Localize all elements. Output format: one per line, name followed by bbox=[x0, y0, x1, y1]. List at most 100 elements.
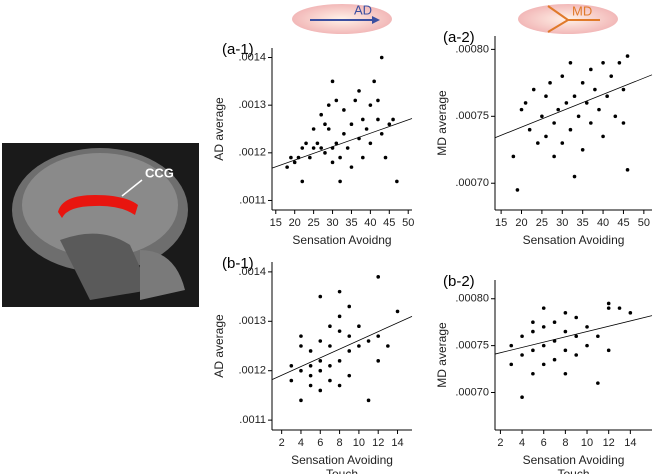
x-tick-label: 50 bbox=[638, 217, 650, 229]
point bbox=[311, 146, 316, 150]
y-tick-label: .0013 bbox=[238, 315, 266, 327]
point bbox=[576, 114, 581, 119]
point bbox=[540, 114, 544, 119]
point bbox=[357, 89, 361, 93]
point bbox=[338, 155, 342, 160]
y-tick-label: .00075 bbox=[455, 110, 489, 122]
x-tick-label: 15 bbox=[495, 217, 507, 229]
point bbox=[337, 314, 342, 319]
x-tick-label: 4 bbox=[298, 437, 304, 449]
point bbox=[580, 81, 585, 85]
y-tick-label: .00070 bbox=[455, 386, 489, 398]
y-tick-label: .00070 bbox=[455, 177, 489, 189]
image-label: CCG bbox=[145, 165, 174, 180]
point bbox=[308, 349, 313, 353]
point bbox=[589, 67, 593, 72]
point bbox=[536, 141, 540, 145]
point bbox=[527, 127, 532, 132]
point bbox=[395, 179, 399, 184]
point bbox=[379, 55, 384, 60]
point bbox=[572, 94, 577, 99]
x-tick-label: 50 bbox=[402, 217, 414, 229]
point bbox=[625, 54, 630, 58]
x-tick-label: 35 bbox=[345, 217, 357, 229]
point bbox=[552, 121, 556, 125]
point bbox=[300, 146, 305, 150]
y-axis-label: AD average bbox=[212, 314, 226, 378]
x-tick-label: 25 bbox=[536, 217, 548, 229]
point bbox=[574, 353, 579, 357]
x-axis-label: Sensation Avoiding bbox=[523, 233, 625, 247]
point bbox=[376, 98, 380, 103]
point bbox=[296, 155, 301, 160]
icon-label: AD bbox=[354, 2, 372, 17]
point bbox=[544, 134, 548, 139]
point bbox=[337, 359, 342, 363]
point bbox=[563, 329, 568, 334]
point bbox=[315, 141, 320, 146]
point bbox=[318, 339, 323, 343]
point bbox=[299, 344, 303, 348]
x-tick-label: 15 bbox=[270, 217, 282, 229]
trend-line bbox=[271, 315, 413, 380]
point bbox=[357, 136, 361, 141]
point bbox=[621, 121, 626, 125]
point bbox=[593, 87, 597, 92]
y-axis-label: MD average bbox=[435, 322, 449, 388]
point bbox=[349, 122, 354, 127]
point bbox=[330, 79, 335, 84]
x-tick-label: 10 bbox=[353, 437, 365, 449]
point bbox=[347, 304, 352, 309]
point bbox=[617, 306, 622, 310]
point bbox=[379, 131, 384, 136]
trend-line bbox=[271, 118, 413, 169]
y-tick-label: .0013 bbox=[238, 99, 266, 111]
y-axis-label: AD average bbox=[212, 97, 226, 161]
trend-line bbox=[494, 74, 653, 139]
point bbox=[531, 320, 535, 324]
x-tick-label: 8 bbox=[562, 437, 568, 449]
y-tick-label: .0012 bbox=[238, 365, 266, 377]
y-tick-label: .0014 bbox=[238, 51, 266, 63]
point bbox=[326, 103, 331, 107]
point bbox=[299, 398, 303, 403]
point bbox=[531, 348, 535, 353]
point bbox=[606, 348, 611, 353]
point bbox=[347, 334, 352, 338]
point bbox=[361, 155, 365, 160]
x-tick-label: 20 bbox=[515, 217, 527, 229]
point bbox=[337, 289, 342, 294]
point bbox=[584, 101, 589, 105]
point bbox=[560, 74, 565, 78]
point bbox=[541, 325, 546, 329]
point bbox=[606, 306, 611, 310]
point bbox=[531, 87, 536, 92]
point bbox=[337, 329, 342, 333]
point bbox=[376, 334, 381, 338]
x-tick-label: 40 bbox=[364, 217, 376, 229]
y-tick-label: .0011 bbox=[239, 194, 266, 206]
x-tick-label: 20 bbox=[289, 217, 301, 229]
brain-image: CCG bbox=[2, 143, 199, 307]
point bbox=[597, 107, 601, 112]
point bbox=[601, 134, 605, 139]
point bbox=[347, 373, 352, 378]
x-tick-label: 10 bbox=[581, 437, 593, 449]
point bbox=[560, 141, 565, 145]
point bbox=[563, 311, 568, 315]
point bbox=[285, 165, 289, 169]
point bbox=[601, 60, 605, 65]
x-tick-label: 12 bbox=[372, 437, 384, 449]
md-icon: MD bbox=[518, 3, 618, 34]
point bbox=[299, 334, 303, 338]
x-tick-label: 40 bbox=[597, 217, 609, 229]
point bbox=[323, 151, 327, 155]
point bbox=[628, 311, 633, 315]
point bbox=[292, 160, 297, 165]
x-tick-label: 35 bbox=[577, 217, 589, 229]
point bbox=[334, 98, 339, 103]
x-tick-label: 4 bbox=[519, 437, 525, 449]
point bbox=[520, 395, 524, 399]
point bbox=[334, 141, 339, 146]
point bbox=[391, 117, 395, 122]
